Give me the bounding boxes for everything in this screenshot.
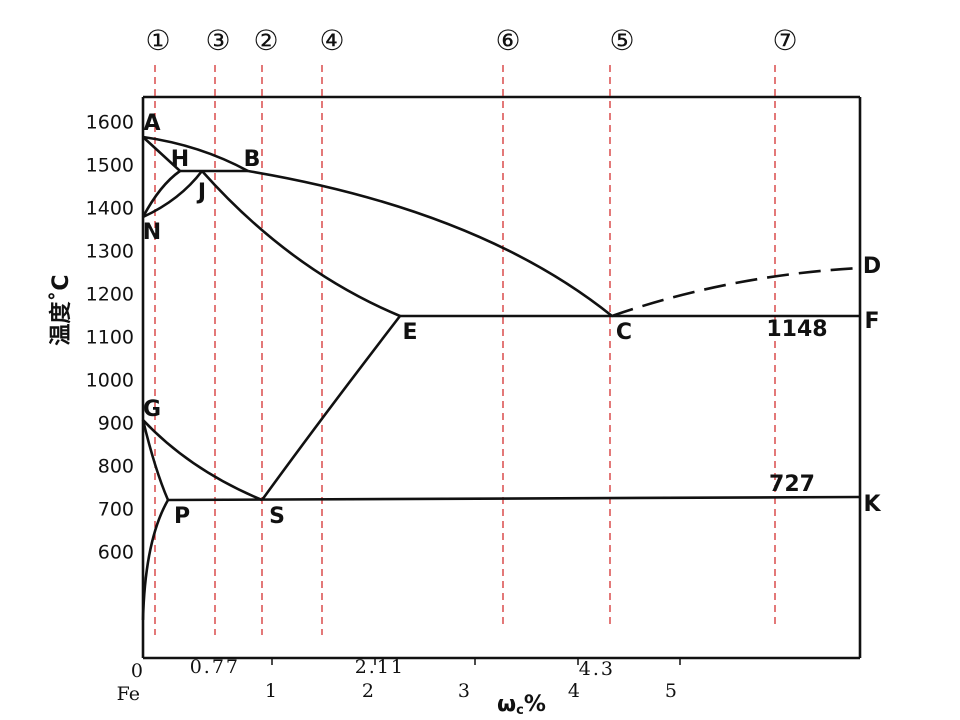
- alloy-lines: [154, 65, 776, 635]
- point-label: H: [171, 147, 189, 172]
- labels: 1600 1500 1400 1300 1200 1100 1000 900 800 700 600…: [86, 24, 882, 705]
- y-tick-label: 700: [98, 499, 134, 521]
- frame: [141, 95, 862, 665]
- x-annotation: 0.77: [190, 656, 240, 678]
- point-label: N: [143, 220, 161, 245]
- alloy-number: ③: [205, 24, 230, 57]
- y-tick-label: 1100: [86, 327, 134, 349]
- point-label: S: [269, 504, 285, 529]
- x-axis-label: ωc%: [497, 692, 546, 718]
- y-tick-label: 1200: [86, 284, 134, 306]
- point-label: G: [143, 397, 161, 422]
- y-tick-label: 1400: [86, 198, 134, 220]
- alloy-number: ②: [253, 24, 278, 57]
- x-tick-label: 3: [458, 680, 470, 702]
- x-origin-name: Fe: [117, 683, 140, 705]
- x-tick-label: 2: [362, 680, 374, 702]
- y-tick-label: 1300: [86, 241, 134, 263]
- x-annotation: 2.11: [355, 656, 405, 678]
- x-origin: 0: [131, 660, 143, 682]
- x-annotation: 4.3: [579, 658, 615, 680]
- x-tick-label: 5: [665, 680, 677, 702]
- y-tick-label: 900: [98, 413, 134, 435]
- point-label: E: [402, 320, 417, 345]
- point-label: F: [864, 309, 879, 334]
- point-label: P: [174, 504, 190, 529]
- y-axis-label: 温度˚C: [48, 274, 74, 345]
- temperature-label: 727: [769, 472, 815, 497]
- alloy-number: ⑥: [495, 24, 520, 57]
- y-tick-label: 600: [98, 542, 134, 564]
- point-label: J: [196, 180, 206, 205]
- y-tick-label: 1500: [86, 155, 134, 177]
- point-label: C: [616, 320, 632, 345]
- alloy-number: ⑦: [772, 24, 797, 57]
- temperature-label: 1148: [766, 317, 827, 342]
- x-tick-label: 4: [568, 680, 580, 702]
- y-tick-label: 1000: [86, 370, 134, 392]
- y-tick-label: 1600: [86, 112, 134, 134]
- alloy-number: ④: [319, 24, 344, 57]
- point-label: K: [863, 492, 881, 517]
- point-label: D: [863, 254, 881, 279]
- y-tick-label: 800: [98, 456, 134, 478]
- phase-curves: [141, 135, 861, 621]
- point-label: A: [143, 111, 160, 136]
- alloy-number: ①: [145, 24, 170, 57]
- point-label: B: [244, 147, 261, 172]
- alloy-number: ⑤: [609, 24, 634, 57]
- x-tick-label: 1: [265, 680, 277, 702]
